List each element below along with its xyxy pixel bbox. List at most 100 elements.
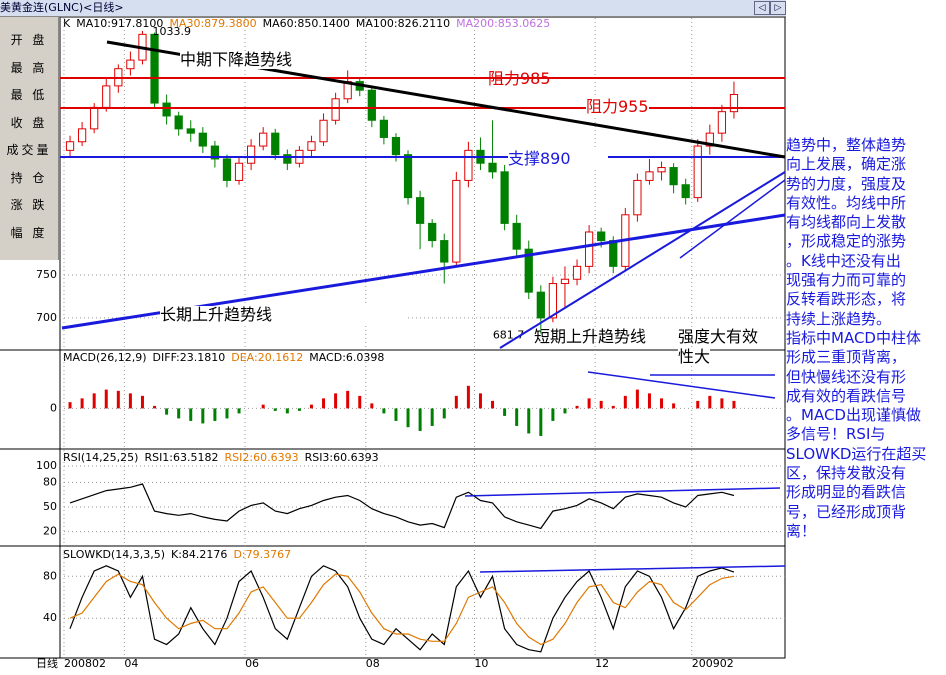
- legend-text: RSI(14,25,25): [63, 451, 138, 464]
- commentary-line: ，形成稳定的涨势: [786, 232, 907, 251]
- indicator-line: [69, 573, 735, 646]
- annotation: 阻力955: [586, 97, 649, 116]
- annotation: 短期上升趋势线: [534, 327, 647, 346]
- side-button[interactable]: 成交量: [6, 143, 52, 157]
- side-button[interactable]: 幅 度: [10, 225, 48, 240]
- candle-body: [428, 222, 437, 242]
- candle-body: [415, 197, 425, 224]
- candle-body: [524, 248, 533, 293]
- candle-body: [729, 93, 739, 113]
- side-button[interactable]: 收 盘: [10, 115, 48, 130]
- commentary-line: 。MACD出现谨慎做: [786, 406, 921, 425]
- candle-body: [331, 98, 340, 121]
- commentary-line: SLOWKD运行在超买: [786, 444, 927, 463]
- short-trend-line: [499, 171, 786, 349]
- legend-text: MACD(26,12,9): [63, 351, 147, 364]
- commentary-line: 有效性。均线中所: [786, 193, 907, 212]
- legend-text: RSI1:63.5182: [144, 451, 218, 464]
- candle-body: [77, 128, 87, 143]
- x-tick-label: 12: [595, 657, 609, 670]
- commentary-line: 但快慢线还没有形: [786, 367, 907, 386]
- commentary-line: 号，已经形成顶背: [786, 502, 907, 521]
- annotation: 支撑890: [508, 150, 608, 168]
- candle-body: [633, 179, 642, 216]
- candle-body: [90, 106, 99, 130]
- candle-body: [283, 154, 292, 164]
- legend-text: MA30:879.3800: [169, 17, 256, 30]
- x-tick-label: 10: [474, 657, 488, 670]
- commentary-line: 现强有力而可靠的: [786, 271, 907, 290]
- next-button[interactable]: ▷: [770, 1, 786, 15]
- macd-divergence: [587, 371, 776, 399]
- side-button[interactable]: 涨 跌: [10, 198, 48, 212]
- short-trend-line: [679, 179, 786, 259]
- candle-body: [440, 240, 449, 263]
- candle-body: [174, 115, 183, 130]
- commentary-line: 多信号！RSI与: [786, 425, 886, 444]
- high-label: 1033.9: [152, 25, 191, 38]
- candle-body: [717, 111, 727, 134]
- y-tick-label: 750: [36, 268, 57, 281]
- legend-text: D:79.3767: [233, 548, 291, 561]
- commentary: 趋势中，整体趋势 向上发展，确定涨 势的力度，强度及 有效性。均线中所 有均线都向上发散…: [786, 136, 946, 541]
- candle-body: [222, 158, 232, 181]
- side-button[interactable]: 持 仓: [10, 170, 48, 185]
- candle-body: [488, 162, 497, 173]
- legend-text: DEA:20.1612: [231, 351, 303, 364]
- x-tick-label: 06: [245, 657, 259, 670]
- candle-body: [126, 59, 135, 70]
- annotation: 强度大有效: [678, 327, 759, 346]
- candle-body: [657, 167, 666, 173]
- candle-body: [560, 278, 570, 285]
- commentary-line: 形成三重顶背离，: [786, 348, 907, 367]
- candle-body: [681, 184, 690, 199]
- candle-body: [234, 162, 244, 181]
- commentary-line: 成有效的看跌信号: [786, 386, 907, 405]
- x-tick-label: 200802: [64, 657, 106, 670]
- candle-body: [597, 231, 606, 242]
- commentary-line: 形成明显的看跌信: [786, 483, 907, 502]
- candle-body: [645, 171, 654, 181]
- legend-text: K: [63, 17, 71, 30]
- candle-body: [162, 102, 171, 117]
- candle-body: [693, 145, 702, 199]
- candle-body: [548, 283, 558, 319]
- candle-body: [186, 128, 195, 134]
- period-label: 日线: [36, 656, 58, 670]
- candle-body: [452, 179, 461, 263]
- candle-body: [367, 89, 376, 121]
- y-tick-label: 40: [43, 611, 57, 624]
- y-tick-label: 50: [43, 500, 57, 513]
- candle-body: [464, 149, 473, 181]
- legend-text: MA100:826.2110: [356, 17, 450, 30]
- commentary-line: 持续上涨趋势。: [786, 309, 892, 328]
- title-bar: 美黄金连(GLNC)<日线> ◁ ▷: [0, 0, 786, 17]
- candle-body: [512, 222, 521, 250]
- y-tick-label: 0: [50, 401, 57, 414]
- candle-body: [65, 141, 75, 151]
- sidebar: 开 盘最 高最 低收 盘成交量持 仓涨 跌幅 度: [0, 17, 59, 260]
- commentary-line: 有均线都向上发散: [786, 213, 907, 232]
- side-button[interactable]: 开 盘: [10, 33, 48, 47]
- window-title: 美黄金连(GLNC)<日线>: [0, 1, 124, 14]
- legend-text: MA10:917.8100: [76, 17, 163, 30]
- commentary-line: 反转看跌形态，将: [786, 290, 907, 309]
- kd-divergence: [479, 565, 786, 573]
- candle-body: [150, 33, 159, 104]
- legend-text: MACD:6.0398: [309, 351, 384, 364]
- commentary-line: 区，保持发散没有: [786, 464, 907, 483]
- prev-button[interactable]: ◁: [754, 1, 770, 15]
- legend-text: RSI3:60.6393: [305, 451, 379, 464]
- candle-body: [669, 167, 678, 186]
- side-button[interactable]: 最 高: [10, 60, 48, 75]
- y-tick-label: 100: [36, 459, 57, 472]
- legend-text: SLOWKD(14,3,3,5): [63, 548, 165, 561]
- legend-text: K:84.2176: [171, 548, 227, 561]
- candle-body: [307, 141, 316, 151]
- side-button[interactable]: 最 低: [10, 88, 48, 102]
- candle-body: [705, 132, 714, 147]
- candle-body: [379, 119, 389, 138]
- candle-body: [584, 231, 594, 267]
- candle-body: [102, 85, 111, 108]
